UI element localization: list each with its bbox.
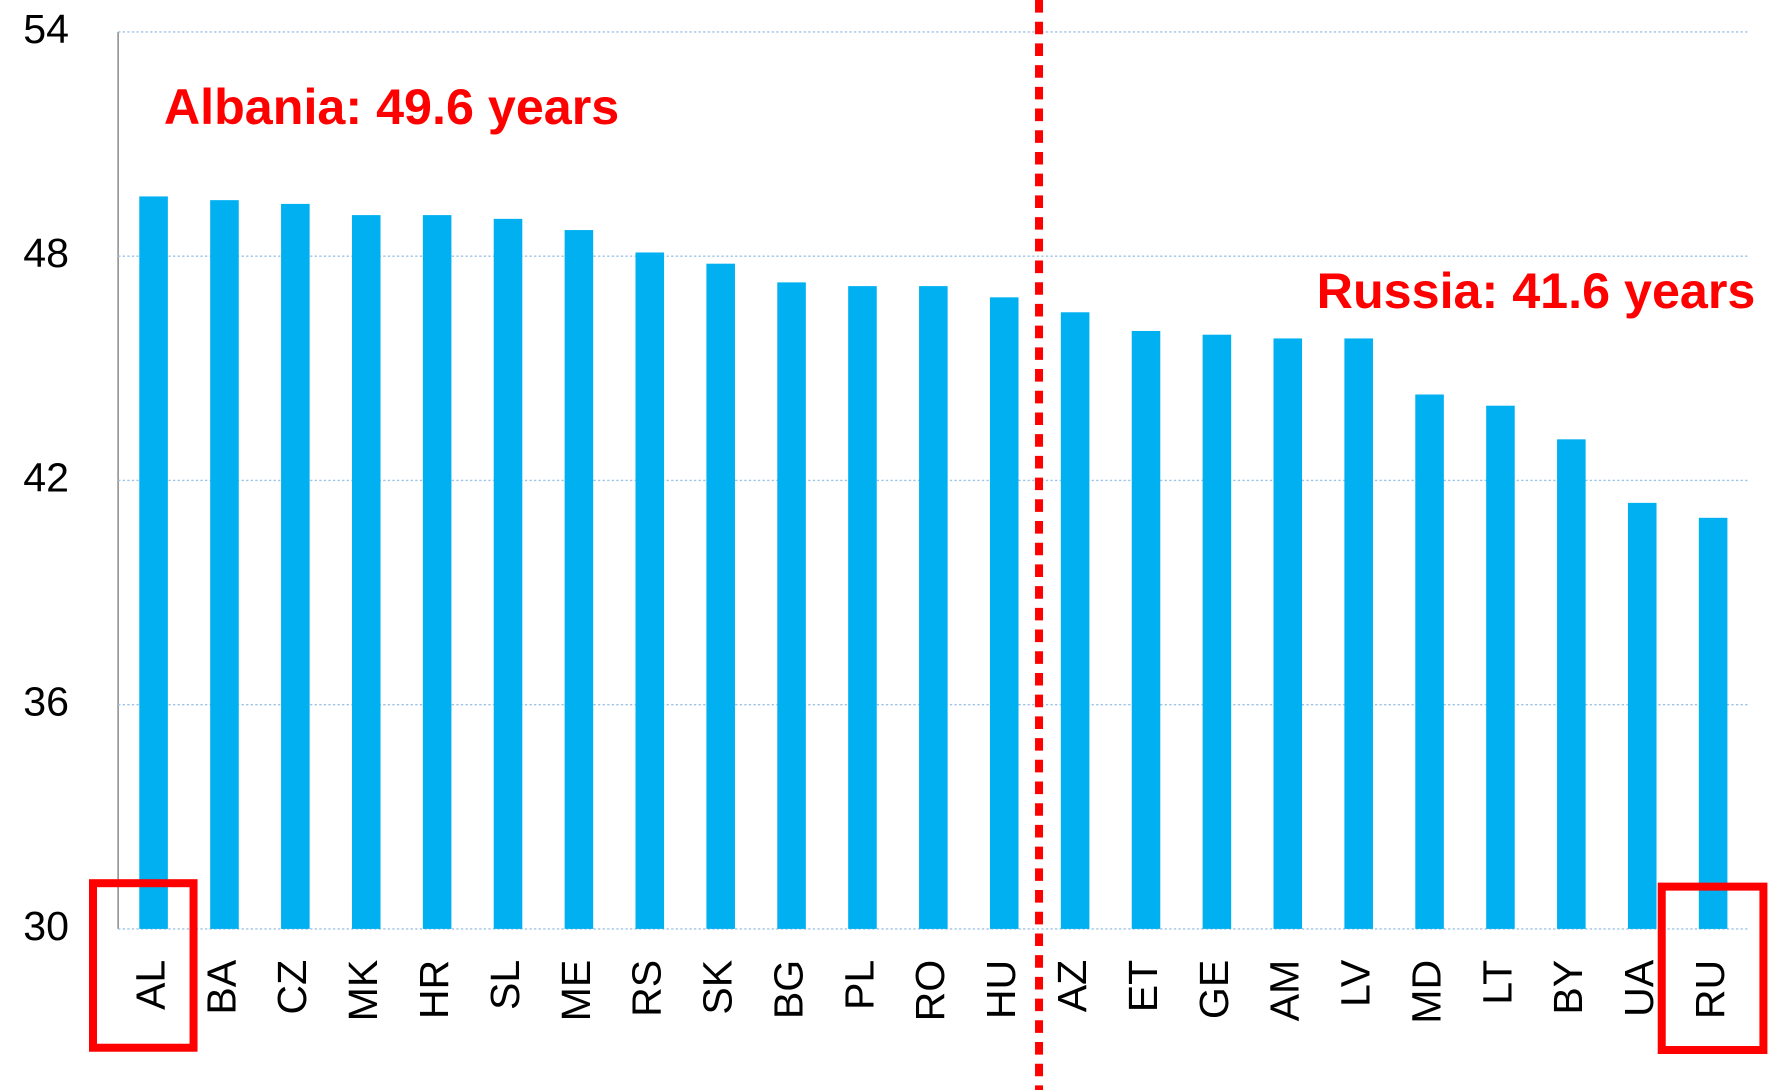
x-tick-label: SK <box>695 960 741 1015</box>
x-tick-label: HU <box>978 960 1024 1019</box>
bar <box>1131 330 1161 929</box>
y-tick-label: 42 <box>23 454 69 500</box>
bar <box>989 297 1019 929</box>
x-tick-label: LV <box>1333 959 1379 1007</box>
bar <box>848 286 877 929</box>
x-tick-label: MK <box>340 960 386 1022</box>
x-tick-label: MD <box>1403 960 1449 1024</box>
y-tick-label: 48 <box>23 230 69 276</box>
x-tick-label: BY <box>1545 960 1591 1015</box>
y-tick-label: 36 <box>23 679 69 725</box>
bar <box>210 200 239 929</box>
bar <box>564 230 594 929</box>
x-tick-label: RU <box>1687 960 1733 1019</box>
highlight-box <box>88 879 198 1052</box>
bar <box>1060 312 1090 929</box>
x-tick-label: AL <box>127 960 173 1010</box>
bar <box>1557 439 1586 929</box>
bar <box>1344 338 1373 929</box>
highlight-box <box>1657 882 1768 1055</box>
x-tick-label: BG <box>765 960 811 1019</box>
bar <box>139 196 168 929</box>
x-tick-label: LT <box>1474 960 1520 1005</box>
bar <box>1202 334 1232 929</box>
x-tick-label: PL <box>836 960 882 1010</box>
x-tick-label: CZ <box>269 960 315 1015</box>
annotation: Albania: 49.6 years <box>164 78 619 135</box>
x-tick-label: HR <box>411 960 457 1019</box>
plot-area: 30 36 42 48 54 AL BA CZ MK HR SL ME RS SK BG PL RO HU AZ ET… <box>23 6 1749 1024</box>
x-tick-label: UA <box>1616 959 1662 1017</box>
x-tick-label: AM <box>1262 960 1308 1022</box>
x-tick-label: BA <box>198 959 244 1014</box>
x-tick-label: AZ <box>1049 960 1095 1013</box>
bar <box>1273 338 1303 929</box>
bar <box>281 203 310 929</box>
x-tick-label: RO <box>907 960 953 1022</box>
y-tick-label: 30 <box>23 903 69 949</box>
x-tick-label: SL <box>482 960 528 1010</box>
bar <box>1698 517 1728 929</box>
x-tick-label: ME <box>553 960 599 1022</box>
bar <box>777 282 806 929</box>
x-tick-label: RS <box>624 960 670 1017</box>
bar <box>706 263 735 929</box>
bar <box>1415 394 1444 929</box>
x-tick-label: GE <box>1191 960 1237 1019</box>
x-tick-label: ET <box>1120 960 1166 1013</box>
bar <box>1627 502 1657 929</box>
bar <box>1486 405 1515 929</box>
bar <box>422 215 452 929</box>
annotation: Russia: 41.6 years <box>1317 262 1756 319</box>
bar <box>635 252 665 929</box>
bar <box>351 215 381 929</box>
bar <box>919 286 948 929</box>
y-tick-label: 54 <box>23 6 69 52</box>
bar <box>493 218 523 929</box>
